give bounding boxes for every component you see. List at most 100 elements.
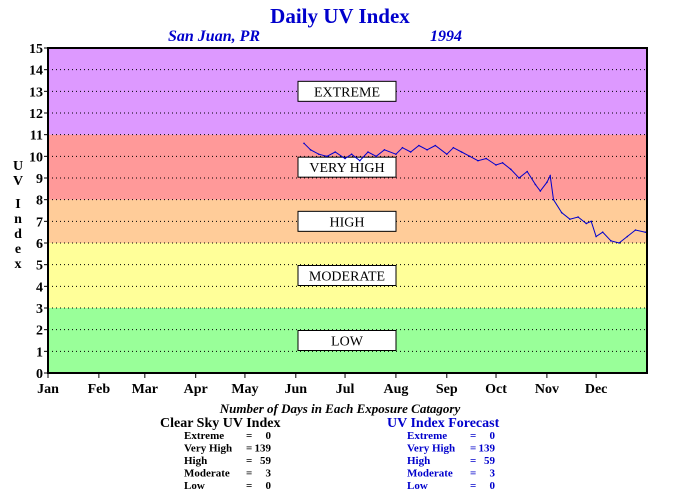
data-point-12 [401, 146, 404, 149]
band-label-extreme: EXTREME [314, 85, 380, 100]
y-tick-label-11: 11 [30, 129, 43, 144]
summary-0-eq-extreme: = [246, 430, 252, 442]
data-point-9 [375, 155, 378, 158]
data-point-42 [626, 235, 629, 238]
data-point-39 [601, 231, 604, 233]
data-point-3 [326, 155, 328, 158]
band-label-low: LOW [331, 335, 364, 350]
data-point-0 [303, 142, 305, 145]
band-label-box-moderate [297, 265, 397, 286]
summary-1-value-extreme: 0 [490, 430, 496, 442]
summary-1-value-moderate: 3 [490, 468, 496, 480]
x-tick-label-may: May [231, 382, 258, 397]
data-point-21 [477, 159, 479, 162]
data-point-4 [334, 151, 336, 153]
summary-1-eq-moderate: = [470, 468, 476, 480]
category-labels: LOW MODERATE HIGH VERY HIGH EXTREME [297, 80, 397, 351]
x-tick-label-feb: Feb [88, 382, 111, 397]
y-tick-label-7: 7 [36, 215, 43, 230]
data-point-34 [569, 218, 571, 220]
data-point-17 [445, 153, 448, 155]
summary-0-label-low: Low [184, 480, 205, 492]
data-point-35 [577, 216, 579, 218]
x-tick-label-jun: Jun [285, 382, 308, 397]
summary-0-label-moderate: Moderate [184, 468, 230, 480]
data-point-26 [518, 177, 520, 179]
data-point-44 [644, 231, 647, 233]
summary-1-label-extreme: Extreme [407, 430, 447, 442]
data-point-27 [526, 170, 528, 173]
y-tick-label-12: 12 [29, 107, 43, 122]
summary-0-value-extreme: 0 [266, 430, 272, 442]
x-tick-label-jan: Jan [37, 382, 59, 397]
y-tick-label-6: 6 [36, 237, 43, 252]
y-tick-label-15: 15 [29, 42, 43, 57]
data-point-5 [344, 157, 346, 160]
data-point-41 [618, 242, 620, 244]
summary-1-label-very-high: Very High [407, 443, 455, 455]
x-tick-label-mar: Mar [132, 382, 158, 397]
summary-1-eq-high: = [470, 455, 476, 467]
data-point-23 [495, 164, 497, 166]
summary-1-value-very-high: 139 [479, 443, 496, 455]
y-tick-label-4: 4 [36, 280, 43, 295]
x-tick-label-apr: Apr [184, 382, 208, 397]
summary-0-label-very-high: Very High [184, 443, 232, 455]
y-axis-label-char: d [14, 227, 22, 242]
x-tick-label-sep: Sep [436, 382, 458, 397]
data-point-24 [501, 162, 504, 164]
summary-0-label-high: High [184, 455, 207, 467]
chart-location: San Juan, PR [168, 28, 260, 45]
data-point-43 [634, 229, 637, 231]
y-tick-label-13: 13 [29, 85, 43, 100]
y-tick-label-5: 5 [36, 259, 43, 274]
data-point-14 [418, 144, 420, 147]
x-axis-ticks: Jan Feb Mar Apr May Jun Jul Aug Sep Oct Nov Dec [37, 373, 607, 397]
y-tick-label-14: 14 [29, 64, 43, 79]
data-point-30 [546, 181, 548, 184]
y-tick-label-0: 0 [36, 367, 43, 382]
data-point-1 [309, 149, 312, 151]
summary-1-eq-very-high: = [470, 443, 476, 455]
y-axis-label-char: V [13, 174, 23, 189]
summary-heading-0: Clear Sky UV Index [160, 416, 280, 431]
data-point-7 [359, 159, 361, 162]
summary-1-eq-extreme: = [470, 430, 476, 442]
summary-heading-1: UV Index Forecast [387, 416, 500, 431]
data-point-20 [468, 155, 471, 158]
data-point-25 [509, 168, 512, 171]
y-axis-label-char: x [15, 257, 22, 272]
x-tick-label-dec: Dec [585, 382, 608, 397]
summary-0-value-high: 59 [260, 455, 272, 467]
band-label-moderate: MODERATE [309, 270, 385, 285]
summary-0-eq-low: = [246, 480, 252, 492]
summary-1-label-high: High [407, 455, 430, 467]
y-tick-label-1: 1 [36, 345, 43, 360]
summary-0-eq-very-high: = [246, 443, 252, 455]
y-tick-label-9: 9 [36, 172, 43, 187]
y-tick-label-3: 3 [36, 302, 43, 317]
chart-title: Daily UV Index [270, 4, 410, 28]
chart-year: 1994 [430, 28, 462, 45]
band-label-box-high [297, 210, 397, 232]
data-point-36 [585, 222, 588, 225]
y-axis-label-char: I [15, 197, 20, 212]
data-point-33 [560, 211, 563, 214]
y-tick-label-2: 2 [36, 324, 43, 339]
data-point-13 [409, 151, 412, 153]
summary-1-value-low: 0 [490, 480, 496, 492]
summary-1-value-high: 59 [484, 455, 496, 467]
data-point-40 [610, 240, 612, 242]
summary-1-label-moderate: Moderate [407, 468, 453, 480]
summary-0-value-moderate: 3 [266, 468, 272, 480]
plot-frame [47, 47, 648, 374]
data-point-8 [367, 151, 369, 153]
y-tick-label-8: 8 [36, 194, 43, 209]
data-point-37 [590, 220, 593, 223]
summary-0-value-low: 0 [266, 480, 272, 492]
data-point-32 [552, 198, 555, 201]
